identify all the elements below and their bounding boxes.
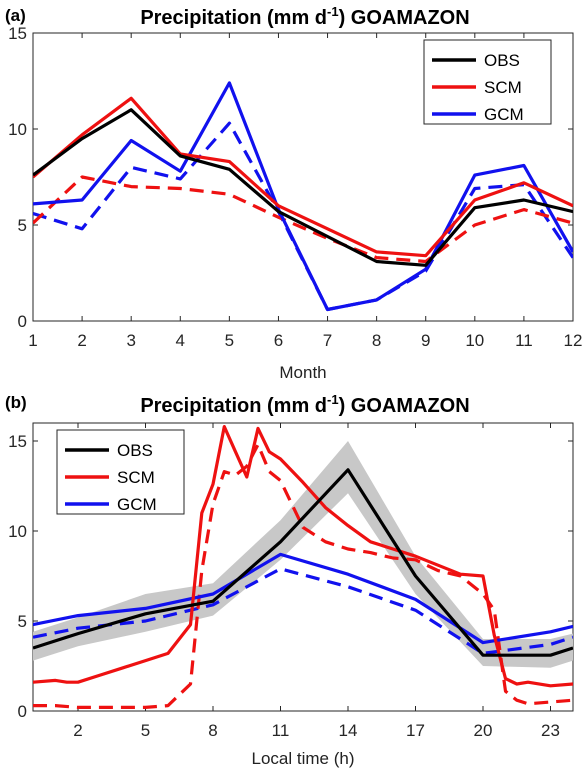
legend-label: OBS <box>484 51 520 70</box>
panel-b-label: (b) <box>5 393 27 412</box>
panel-a-series <box>33 81 573 312</box>
panel-b-legend: OBS SCM GCM <box>56 429 185 515</box>
series-line-gcm <box>33 81 573 312</box>
y-tick-label: 10 <box>8 120 27 139</box>
panel-b-series <box>33 425 573 709</box>
y-tick-label: 0 <box>18 312 27 331</box>
panel-b-xlabel: Local time (h) <box>252 749 355 768</box>
x-tick-label: 3 <box>126 331 135 350</box>
x-tick-label: 17 <box>406 721 425 740</box>
panel-b-axes: 2 5 8 11 14 17 20 23 0 5 10 15 <box>8 422 574 740</box>
y-tick-label: 5 <box>18 216 27 235</box>
x-tick-label: 11 <box>515 331 533 350</box>
series-line-gcm <box>33 552 573 645</box>
series-line-obs <box>33 108 573 267</box>
y-tick-label: 5 <box>18 612 27 631</box>
series-line-scm <box>33 96 573 258</box>
x-tick-label: 5 <box>225 331 234 350</box>
panel-b: (b) Precipitation (mm d-1) GOAMAZON 2 5 8 1… <box>5 392 574 768</box>
panel-b-title: Precipitation (mm d-1) GOAMAZON <box>140 392 469 417</box>
series-line-scm <box>33 425 573 688</box>
series-line-scm-dashed <box>33 175 573 264</box>
y-tick-label: 0 <box>18 702 27 721</box>
x-tick-label: 8 <box>372 331 381 350</box>
panel-a-xlabel: Month <box>279 363 326 382</box>
series-line-scm-dashed <box>33 443 573 709</box>
y-tick-label: 15 <box>8 24 27 43</box>
x-tick-label: 10 <box>465 331 484 350</box>
legend-box <box>423 39 552 125</box>
x-tick-label: 14 <box>339 721 358 740</box>
panel-a-label: (a) <box>5 6 26 25</box>
legend-label: GCM <box>117 495 157 514</box>
y-tick-label: 10 <box>8 522 27 541</box>
x-tick-label: 2 <box>77 331 86 350</box>
x-tick-label: 6 <box>274 331 283 350</box>
plot-frame <box>32 422 574 712</box>
x-tick-label: 1 <box>28 331 37 350</box>
x-tick-label: 11 <box>272 721 290 740</box>
panel-a-title: Precipitation (mm d-1) GOAMAZON <box>140 4 469 29</box>
x-tick-label: 20 <box>474 721 493 740</box>
x-tick-label: 4 <box>176 331 185 350</box>
x-tick-label: 9 <box>421 331 430 350</box>
x-tick-label: 23 <box>541 721 560 740</box>
legend-label: SCM <box>117 468 155 487</box>
y-tick-label: 15 <box>8 432 27 451</box>
x-tick-label: 2 <box>73 721 82 740</box>
x-tick-label: 12 <box>564 331 583 350</box>
legend-label: OBS <box>117 441 153 460</box>
x-tick-label: 7 <box>323 331 332 350</box>
series-line-obs <box>33 468 573 657</box>
x-tick-label: 5 <box>141 721 150 740</box>
x-tick-label: 8 <box>208 721 217 740</box>
panel-a-legend: OBS SCM GCM <box>423 39 552 125</box>
series-line-gcm-dashed <box>33 121 573 312</box>
legend-label: GCM <box>484 105 524 124</box>
legend-label: SCM <box>484 78 522 97</box>
legend-box <box>56 429 185 515</box>
